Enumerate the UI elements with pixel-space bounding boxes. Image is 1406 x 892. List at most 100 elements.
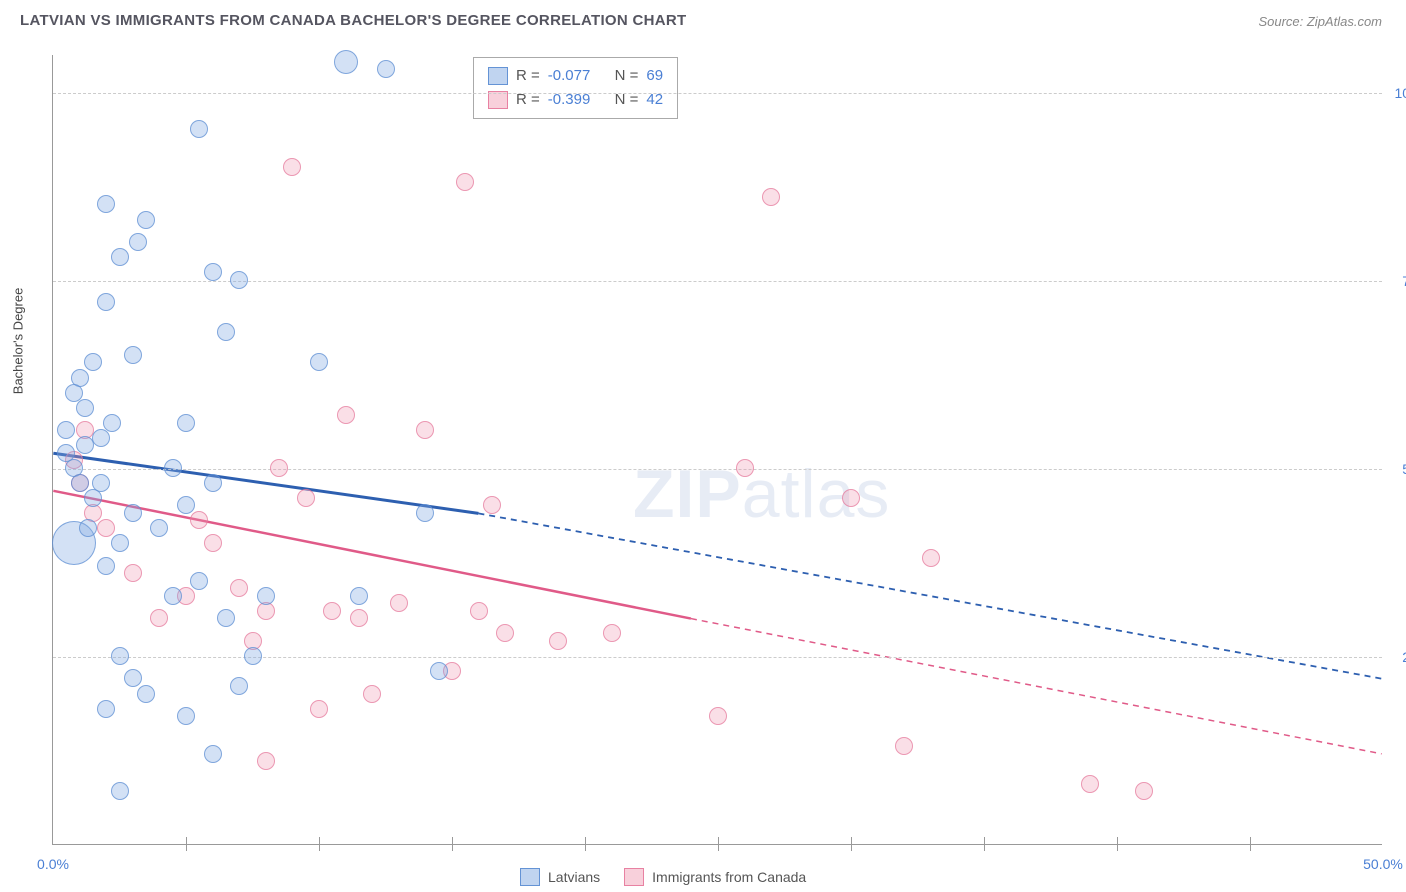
scatter-point-pink [124, 564, 142, 582]
scatter-point-blue [430, 662, 448, 680]
scatter-point-pink [922, 549, 940, 567]
scatter-point-pink [283, 158, 301, 176]
chart-plot-area: ZIPatlas R = -0.077 N = 69 R = -0.399 N … [52, 55, 1382, 845]
x-tick-label: 0.0% [37, 856, 69, 872]
scatter-point-blue [204, 745, 222, 763]
scatter-point-blue [177, 414, 195, 432]
scatter-point-pink [762, 188, 780, 206]
scatter-point-blue [244, 647, 262, 665]
r-value-pink: -0.399 [548, 88, 591, 112]
source-attribution: Source: ZipAtlas.com [1258, 14, 1382, 29]
scatter-point-pink [736, 459, 754, 477]
scatter-point-pink [895, 737, 913, 755]
scatter-point-pink [310, 700, 328, 718]
stats-legend-box: R = -0.077 N = 69 R = -0.399 N = 42 [473, 57, 678, 119]
trendline-dashed-blue [478, 513, 1381, 678]
gridline-h [53, 281, 1382, 282]
scatter-point-pink [257, 752, 275, 770]
scatter-point-blue [164, 459, 182, 477]
scatter-point-blue [103, 414, 121, 432]
r-value-blue: -0.077 [548, 64, 591, 88]
x-tick [1250, 837, 1251, 851]
scatter-point-blue [177, 496, 195, 514]
x-tick [851, 837, 852, 851]
scatter-point-pink [190, 511, 208, 529]
scatter-point-blue [190, 120, 208, 138]
scatter-point-blue [204, 474, 222, 492]
scatter-point-pink [470, 602, 488, 620]
scatter-point-pink [337, 406, 355, 424]
trendline-solid-blue [53, 453, 478, 513]
scatter-point-blue [79, 519, 97, 537]
scatter-point-blue [97, 700, 115, 718]
scatter-point-blue [230, 677, 248, 695]
n-value-blue: 69 [646, 64, 663, 88]
scatter-point-pink [350, 609, 368, 627]
chart-title: LATVIAN VS IMMIGRANTS FROM CANADA BACHEL… [20, 12, 686, 29]
stats-row-blue: R = -0.077 N = 69 [488, 64, 663, 88]
scatter-point-pink [390, 594, 408, 612]
scatter-point-blue [111, 647, 129, 665]
scatter-point-blue [190, 572, 208, 590]
scatter-point-blue [164, 587, 182, 605]
scatter-point-blue [129, 233, 147, 251]
scatter-point-blue [97, 195, 115, 213]
x-tick-label: 50.0% [1363, 856, 1403, 872]
trend-lines-layer [53, 55, 1382, 844]
scatter-point-blue [137, 685, 155, 703]
scatter-point-blue [416, 504, 434, 522]
scatter-point-blue [150, 519, 168, 537]
scatter-point-pink [323, 602, 341, 620]
scatter-point-pink [204, 534, 222, 552]
scatter-point-blue [257, 587, 275, 605]
scatter-point-blue [137, 211, 155, 229]
scatter-point-pink [297, 489, 315, 507]
legend-item-pink: Immigrants from Canada [624, 868, 806, 886]
scatter-point-pink [363, 685, 381, 703]
scatter-point-blue [84, 353, 102, 371]
trendline-solid-pink [53, 491, 691, 619]
y-tick-label: 75.0% [1402, 273, 1406, 289]
x-tick [452, 837, 453, 851]
scatter-point-blue [111, 782, 129, 800]
x-tick [585, 837, 586, 851]
n-label: N = [615, 88, 639, 112]
scatter-point-blue [217, 609, 235, 627]
x-tick [718, 837, 719, 851]
gridline-h [53, 469, 1382, 470]
y-tick-label: 50.0% [1402, 461, 1406, 477]
scatter-point-pink [1081, 775, 1099, 793]
scatter-point-pink [483, 496, 501, 514]
scatter-point-blue [310, 353, 328, 371]
n-value-pink: 42 [646, 88, 663, 112]
scatter-point-blue [124, 346, 142, 364]
scatter-point-blue [350, 587, 368, 605]
swatch-blue-icon [488, 67, 508, 85]
scatter-point-pink [496, 624, 514, 642]
scatter-point-blue [57, 421, 75, 439]
swatch-blue-icon [520, 868, 540, 886]
x-tick [1117, 837, 1118, 851]
scatter-point-blue [92, 474, 110, 492]
x-tick [984, 837, 985, 851]
scatter-point-blue [334, 50, 358, 74]
n-label: N = [615, 64, 639, 88]
scatter-point-blue [124, 504, 142, 522]
scatter-point-blue [97, 557, 115, 575]
y-tick-label: 25.0% [1402, 649, 1406, 665]
x-tick [319, 837, 320, 851]
scatter-point-pink [456, 173, 474, 191]
scatter-point-blue [230, 271, 248, 289]
legend-item-blue: Latvians [520, 868, 600, 886]
x-tick [186, 837, 187, 851]
scatter-point-blue [204, 263, 222, 281]
scatter-point-blue [76, 399, 94, 417]
scatter-point-pink [842, 489, 860, 507]
legend-label-pink: Immigrants from Canada [652, 869, 806, 885]
scatter-point-blue [97, 293, 115, 311]
stats-row-pink: R = -0.399 N = 42 [488, 88, 663, 112]
y-tick-label: 100.0% [1395, 85, 1406, 101]
scatter-point-blue [377, 60, 395, 78]
scatter-point-blue [124, 669, 142, 687]
scatter-point-pink [709, 707, 727, 725]
